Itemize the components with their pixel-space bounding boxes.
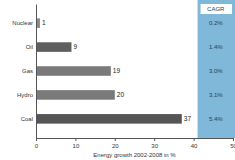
data-labels: 19192037 xyxy=(42,19,191,122)
bars xyxy=(36,18,182,123)
data-label: 37 xyxy=(184,115,192,122)
x-tick-label: 10 xyxy=(73,143,80,149)
x-tick-label: 30 xyxy=(151,143,158,149)
y-tick-label: Gas xyxy=(22,68,33,74)
y-tick-group: Oil xyxy=(26,44,36,50)
y-tick-label: Oil xyxy=(26,44,33,50)
y-tick-group: Gas xyxy=(22,68,36,74)
y-tick-group: Coal xyxy=(21,116,36,122)
x-tick xyxy=(194,138,195,141)
x-tick-label: 50 xyxy=(230,143,235,149)
x-tick xyxy=(233,138,234,141)
x-tick-group: 20 xyxy=(112,138,119,149)
y-tick-group: Hydro xyxy=(17,92,36,98)
cagr-value: 3.0% xyxy=(209,68,223,74)
cagr-header-box xyxy=(201,4,232,14)
chart: 1919203701020304050NuclearOilGasHydroCoa… xyxy=(0,0,235,160)
cagr-value: 0.2% xyxy=(209,20,223,26)
x-tick-group: 50 xyxy=(230,138,235,149)
x-tick-label: 0 xyxy=(35,143,39,149)
data-label: 20 xyxy=(117,91,125,98)
y-tick-group: Nuclear xyxy=(12,20,36,26)
data-label: 1 xyxy=(42,19,46,26)
y-axis: Nuclear Oil Gas Hydro Coal xyxy=(12,5,36,139)
cagr-values: 0.2% 1.4% 3.0% 3.1% 5.4% xyxy=(209,20,223,122)
plot: 1919203701020304050NuclearOilGasHydroCoa… xyxy=(12,0,235,149)
data-label: 9 xyxy=(73,43,77,50)
x-tick-group: 10 xyxy=(73,138,80,149)
cagr-value: 1.4% xyxy=(209,44,223,50)
bar xyxy=(36,114,182,124)
x-tick xyxy=(154,138,155,141)
data-label: 19 xyxy=(113,67,121,74)
y-tick-label: Coal xyxy=(21,116,33,122)
cagr-value: 5.4% xyxy=(209,116,223,122)
x-axis-title: Energy growth 2002-2008 in % xyxy=(93,152,176,158)
x-axis-line xyxy=(37,139,234,142)
x-tick-group: 40 xyxy=(191,138,198,149)
cagr-value: 3.1% xyxy=(209,92,223,98)
x-tick xyxy=(75,138,76,141)
y-tick-label: Nuclear xyxy=(12,20,33,26)
bar xyxy=(36,42,71,52)
x-tick xyxy=(115,138,116,141)
x-tick-label: 20 xyxy=(112,143,119,149)
bar xyxy=(36,90,115,100)
cagr-panel xyxy=(198,0,235,138)
x-tick-group: 0 xyxy=(35,138,39,149)
x-axis: 0 10 20 30 40 50 xyxy=(35,138,235,149)
y-axis-line xyxy=(36,5,37,139)
cagr-title: CAGR xyxy=(207,6,225,12)
x-tick-group: 30 xyxy=(151,138,158,149)
y-tick-label: Hydro xyxy=(17,92,34,98)
bar xyxy=(36,66,111,76)
x-tick-label: 40 xyxy=(191,143,198,149)
